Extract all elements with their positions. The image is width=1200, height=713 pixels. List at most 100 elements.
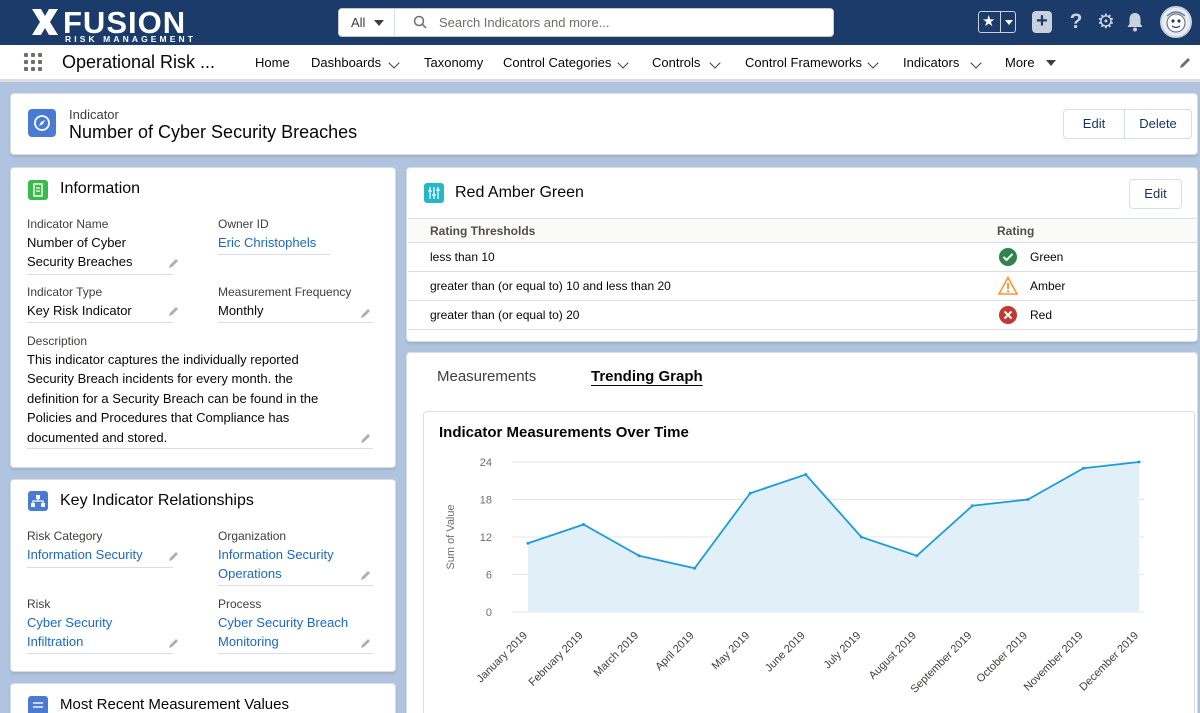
favorites-button[interactable]: ★ (978, 11, 1016, 33)
organization-label: Organization (218, 529, 287, 543)
document-icon (28, 180, 48, 200)
divider (27, 653, 173, 654)
brand-name: FUSION (63, 5, 187, 40)
x-tick-label: November 2019 (1022, 630, 1086, 694)
divider (218, 585, 373, 586)
pencil-icon[interactable] (168, 305, 180, 317)
notifications-bell-icon[interactable] (1125, 11, 1145, 33)
y-tick-label: 0 (486, 607, 492, 619)
pencil-icon[interactable] (360, 569, 372, 581)
frequency-label: Measurement Frequency (218, 285, 352, 299)
chart-title: Indicator Measurements Over Time (439, 424, 689, 441)
relationships-card: Key Indicator Relationships Risk Categor… (10, 479, 396, 672)
fusion-logo[interactable]: FUSION RISK MANAGEMENT (30, 5, 200, 45)
rating-cell: Green (1030, 250, 1064, 264)
recent-measurements-card: Most Recent Measurement Values (10, 683, 396, 713)
risk-category-link[interactable]: Information Security (27, 547, 143, 562)
record-type: Indicator (69, 107, 119, 122)
x-tick-label: June 2019 (763, 630, 808, 675)
chevron-down-icon[interactable] (388, 57, 400, 69)
indicator-compass-icon (28, 109, 56, 137)
pencil-icon[interactable] (360, 637, 372, 649)
hierarchy-icon (28, 491, 48, 511)
nav-item-dashboards[interactable]: Dashboards (311, 55, 382, 70)
data-point (526, 541, 530, 545)
pencil-icon[interactable] (168, 637, 180, 649)
threshold-cell: greater than (or equal to) 20 (430, 308, 580, 322)
rag-table-header: Rating Thresholds Rating (408, 218, 1197, 243)
owner-link[interactable]: Eric Christophels (218, 235, 317, 250)
tab-trending-graph[interactable]: Trending Graph (591, 368, 703, 385)
nav-item-controls[interactable]: Controls (652, 55, 701, 70)
data-point (693, 566, 697, 570)
y-tick-label: 18 (480, 495, 492, 507)
delete-button[interactable]: Delete (1124, 109, 1192, 139)
nav-item-indicators[interactable]: Indicators (903, 55, 960, 70)
data-point (859, 535, 863, 539)
threshold-cell: less than 10 (430, 250, 495, 264)
favorites-dropdown-icon[interactable] (1000, 12, 1016, 32)
process-link-cont[interactable]: Monitoring (218, 634, 279, 649)
search-scope-dropdown[interactable]: All (339, 9, 395, 36)
pencil-icon[interactable] (360, 432, 372, 444)
search-scope-label: All (351, 15, 366, 30)
description-line: Policies and Procedures that Compliance … (27, 410, 290, 425)
nav-item-more[interactable]: More (1005, 55, 1035, 70)
nav-item-control-categories[interactable]: Control Categories (503, 55, 612, 70)
pencil-icon[interactable] (360, 307, 372, 319)
fusion-x-icon (32, 9, 58, 35)
global-plus-icon[interactable]: + (1032, 11, 1052, 33)
edit-nav-pencil-icon[interactable] (1178, 56, 1192, 70)
x-tick-label: January 2019 (474, 630, 530, 686)
help-icon[interactable]: ? (1069, 10, 1083, 33)
x-tick-label: December 2019 (1077, 630, 1141, 694)
astro-avatar-icon (1162, 8, 1190, 36)
global-header: FUSION RISK MANAGEMENT All ★ + ? ⚙ (0, 0, 1200, 45)
app-navigation: Operational Risk ... Home Dashboards Tax… (0, 45, 1200, 82)
indicator-type-value: Key Risk Indicator (27, 303, 132, 318)
pencil-icon[interactable] (168, 550, 180, 562)
chevron-down-icon[interactable] (617, 57, 629, 69)
caret-down-icon[interactable] (1046, 60, 1056, 66)
data-point (748, 491, 752, 495)
description-line: definition for a Security Breach can be … (27, 391, 319, 406)
recent-measurements-title: Most Recent Measurement Values (60, 696, 289, 713)
page-title: Number of Cyber Security Breaches (69, 122, 358, 142)
chevron-down-icon[interactable] (709, 57, 721, 69)
risk-label: Risk (27, 597, 51, 611)
indicator-type-label: Indicator Type (27, 285, 103, 299)
app-launcher-icon[interactable] (24, 53, 42, 71)
avatar[interactable] (1160, 6, 1192, 38)
rag-title: Red Amber Green (455, 184, 584, 201)
nav-item-taxonomy[interactable]: Taxonomy (424, 55, 484, 70)
nav-item-control-frameworks[interactable]: Control Frameworks (745, 55, 863, 70)
organization-link-cont[interactable]: Operations (218, 566, 282, 581)
search-input[interactable] (439, 12, 819, 33)
x-tick-label: July 2019 (822, 630, 864, 672)
list-icon (28, 696, 48, 713)
global-search: All (338, 8, 834, 37)
data-point (637, 554, 641, 558)
col-rating-thresholds: Rating Thresholds (430, 224, 536, 238)
process-link[interactable]: Cyber Security Breach (218, 615, 349, 630)
nav-item-home[interactable]: Home (255, 55, 290, 70)
chevron-down-icon[interactable] (867, 57, 879, 69)
organization-link[interactable]: Information Security (218, 547, 334, 562)
data-point (1081, 466, 1085, 470)
y-tick-label: 24 (480, 457, 492, 469)
edit-button[interactable]: Edit (1063, 109, 1125, 139)
risk-link-cont[interactable]: Infiltration (27, 634, 84, 649)
risk-link[interactable]: Cyber Security (27, 615, 113, 630)
rating-cell: Red (1030, 308, 1053, 322)
chevron-down-icon[interactable] (970, 57, 982, 69)
rag-edit-button[interactable]: Edit (1129, 179, 1182, 209)
tab-measurements[interactable]: Measurements (437, 368, 537, 385)
star-icon: ★ (982, 13, 996, 30)
description-label: Description (27, 334, 88, 348)
area-fill (528, 462, 1139, 612)
pencil-icon[interactable] (168, 257, 180, 269)
rag-card: Red Amber Green Edit Rating Thresholds R… (406, 167, 1198, 342)
divider (218, 254, 330, 255)
setup-gear-icon[interactable]: ⚙ (1097, 11, 1115, 33)
